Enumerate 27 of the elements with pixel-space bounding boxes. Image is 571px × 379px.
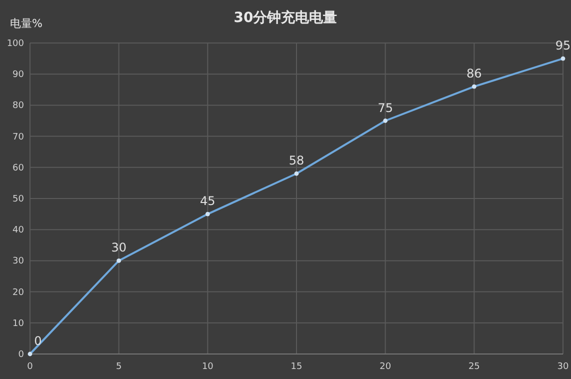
data-label: 45 [200, 194, 216, 208]
y-axis-title: 电量% [10, 17, 42, 30]
y-tick-label: 60 [12, 163, 24, 174]
data-label: 95 [555, 38, 571, 53]
y-tick-label: 30 [12, 256, 24, 267]
y-tick-label: 50 [12, 194, 24, 204]
x-tick-label: 5 [116, 362, 122, 372]
y-tick-label: 0 [18, 350, 24, 360]
y-tick-label: 70 [12, 132, 24, 142]
data-label: 58 [288, 154, 304, 168]
data-label: 30 [111, 240, 126, 255]
chart-title: 30分钟充电电量 [234, 9, 338, 26]
x-tick-label: 25 [468, 362, 480, 372]
y-tick-label: 90 [12, 70, 24, 80]
y-tick-label: 20 [12, 288, 24, 298]
y-tick-label: 40 [12, 226, 24, 236]
x-tick-label: 15 [290, 362, 302, 372]
data-label: 0 [34, 334, 42, 348]
x-tick-label: 0 [27, 362, 34, 372]
x-tick-label: 20 [380, 362, 392, 372]
x-tick-label: 10 [202, 362, 214, 372]
x-tick-label: 30 [557, 362, 569, 372]
y-tick-label: 10 [12, 318, 24, 329]
data-label: 75 [378, 100, 393, 115]
y-tick-label: 80 [12, 101, 24, 112]
y-tick-label: 100 [6, 39, 24, 49]
data-label: 86 [466, 66, 482, 81]
